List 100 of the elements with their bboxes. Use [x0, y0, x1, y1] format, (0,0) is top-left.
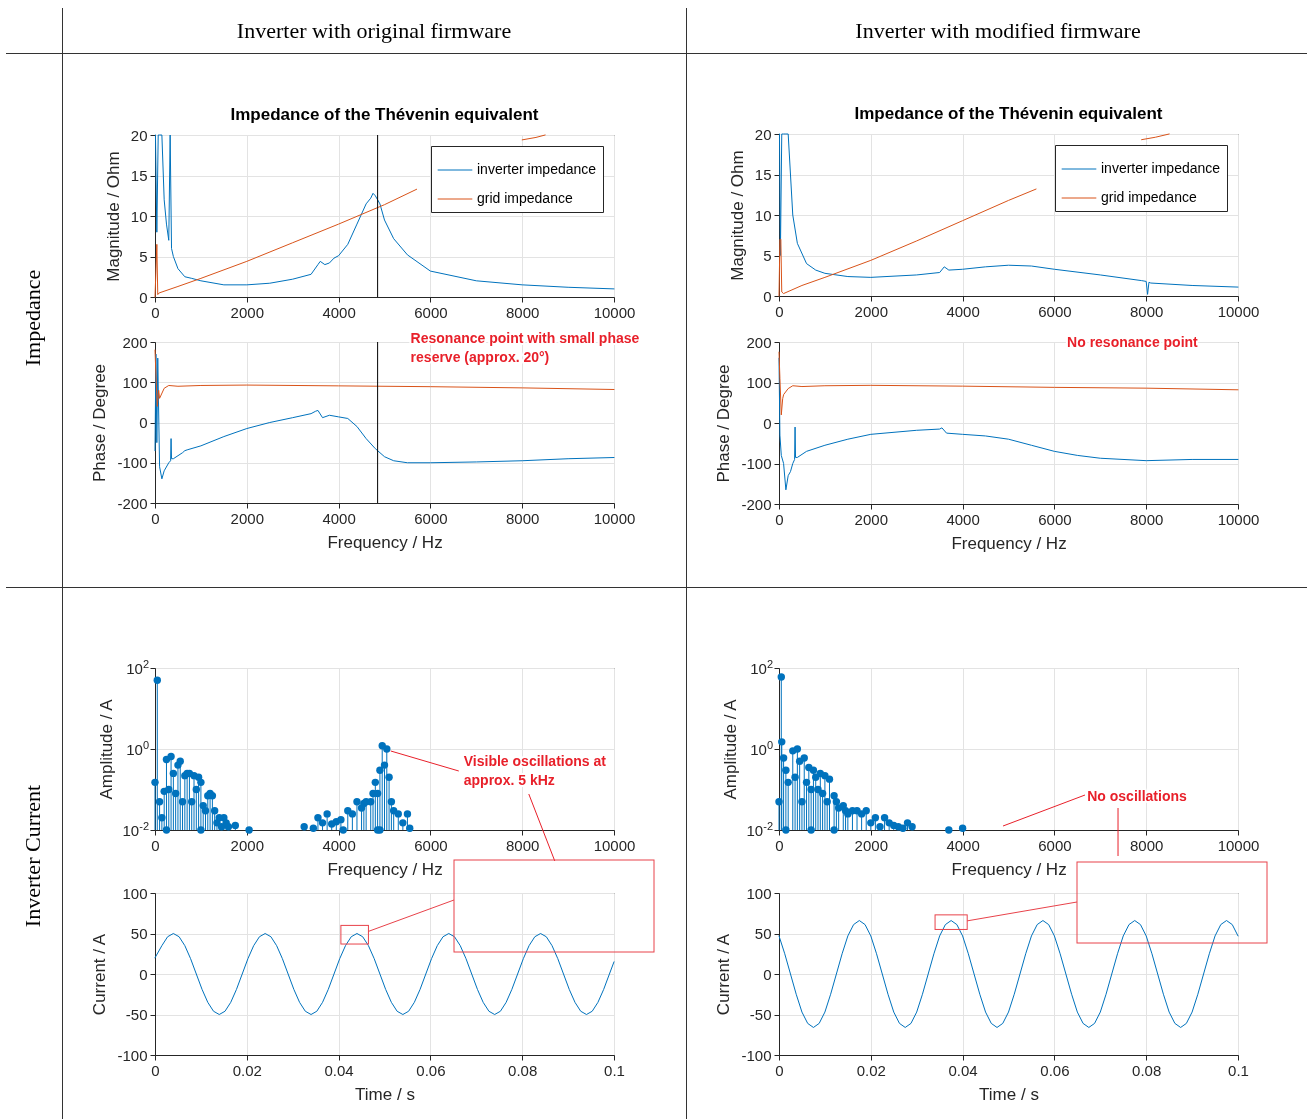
y-tick-label: 10$^{2}$ [750, 658, 773, 677]
point [809, 766, 818, 774]
x-tick-label: 2000 [854, 510, 888, 528]
y-tick-label: 5 [139, 248, 148, 265]
point [832, 797, 841, 806]
y-tick-label: 0 [139, 288, 148, 306]
line-series [778, 351, 1239, 416]
y-tick-label: 0 [139, 414, 148, 431]
x-tick-label: 6000 [1038, 302, 1072, 320]
y-tick-label: 100 [746, 374, 772, 391]
x-tick-label: 0.06 [416, 1061, 446, 1079]
point [802, 778, 811, 787]
annotation: Visible oscillations at approx. 5 kHz [463, 753, 607, 788]
x-axis-title: Time / s [355, 1084, 415, 1104]
x-tick-label: 0 [775, 302, 784, 320]
x-tick-label: 6000 [414, 836, 448, 854]
y-axis-title: Magnitude / Ohm [103, 151, 123, 282]
y-tick-label: 10$^{0}$ [126, 739, 149, 758]
annotation: Resonance point with small phase reserve (approx. 20°) [410, 330, 640, 365]
y-axis-title: Amplitude / A [97, 698, 116, 800]
y-tick-label: 10$^{2}$ [126, 658, 149, 677]
x-tick-label: 0.04 [324, 1061, 354, 1079]
point [823, 797, 831, 806]
y-tick-label: 50 [754, 925, 772, 942]
x-tick-label: 0.1 [604, 1061, 625, 1079]
y-tick-label: 20 [754, 125, 772, 143]
x-tick-label: 4000 [322, 509, 356, 527]
y-tick-label: 10 [130, 207, 148, 225]
text: Inverter with original firmware [236, 18, 512, 43]
y-tick-label: 10$^{-2}$ [122, 820, 149, 839]
text: Impedance [20, 269, 45, 367]
x-tick-label: 4000 [322, 303, 356, 321]
point [818, 789, 827, 798]
line-series [154, 933, 615, 1015]
x-tick-label: 4000 [946, 510, 980, 528]
x-tick-label: 0.06 [1040, 1061, 1070, 1079]
y-axis-title: Amplitude / A [721, 698, 740, 800]
point [880, 814, 889, 822]
y-tick-label: -100 [741, 1046, 772, 1064]
text: Inverter with modified firmware [855, 18, 1141, 43]
point [814, 785, 822, 794]
x-tick-label: 2000 [230, 509, 264, 527]
x-tick-label: 0.04 [948, 1061, 978, 1079]
x-tick-label: 10000 [1217, 302, 1260, 320]
legend-label: grid impedance [477, 190, 573, 206]
y-tick-label: 50 [130, 925, 148, 942]
y-tick-label: -200 [117, 494, 148, 512]
y-axis-title: Phase / Degree [90, 363, 110, 483]
point [825, 775, 834, 783]
x-tick-label: 2000 [854, 302, 888, 320]
x-tick-label: 0 [151, 303, 160, 321]
x-tick-label: 6000 [1038, 836, 1072, 854]
y-tick-label: 10 [754, 206, 772, 224]
point [779, 754, 788, 762]
annotation: No resonance point [1067, 334, 1199, 350]
x-axis-title: Time / s [979, 1084, 1039, 1104]
x-tick-label: 0 [775, 1061, 784, 1079]
chart-title: Impedance of the Thévenin equivalent [854, 104, 1163, 123]
y-axis-title: Current / A [714, 933, 734, 1016]
x-tick-label: 0 [775, 836, 784, 854]
x-axis-title: Frequency / Hz [327, 859, 443, 879]
x-tick-label: 10000 [593, 836, 636, 854]
x-tick-label: 6000 [1038, 510, 1072, 528]
text: Inverter Current [20, 784, 45, 928]
line-series [154, 349, 615, 407]
x-tick-label: 8000 [506, 509, 540, 527]
point [798, 797, 806, 806]
point [807, 785, 815, 794]
y-tick-label: 100 [746, 884, 772, 902]
y-tick-label: 5 [763, 247, 772, 264]
x-tick-label: 0 [775, 510, 784, 528]
point [862, 806, 870, 815]
point [793, 745, 802, 753]
x-tick-label: 0.08 [1132, 1061, 1162, 1079]
x-tick-label: 4000 [946, 836, 980, 854]
x-tick-label: 8000 [1130, 510, 1164, 528]
x-axis-title: Frequency / Hz [327, 532, 443, 552]
annotation: No oscillations [1087, 788, 1188, 804]
y-tick-label: 100 [122, 884, 148, 902]
x-tick-label: 8000 [506, 303, 540, 321]
point [777, 673, 785, 681]
x-tick-label: 8000 [506, 836, 540, 854]
x-tick-label: 6000 [414, 303, 448, 321]
legend-label: grid impedance [1101, 189, 1197, 205]
y-tick-label: -200 [741, 495, 772, 513]
point [791, 773, 799, 782]
x-tick-label: 0 [151, 836, 160, 854]
point [784, 778, 792, 787]
point [958, 824, 967, 833]
x-tick-label: 4000 [946, 302, 980, 320]
legend-label: inverter impedance [477, 161, 597, 177]
y-tick-label: 20 [130, 126, 148, 144]
y-tick-label: 100 [122, 373, 148, 391]
point [867, 819, 875, 827]
y-tick-label: 0 [139, 965, 148, 983]
legend-label: inverter impedance [1101, 160, 1221, 176]
x-tick-label: 0 [151, 1061, 160, 1079]
y-tick-label: -100 [741, 455, 772, 472]
point [800, 754, 808, 762]
x-tick-label: 0 [151, 509, 160, 527]
